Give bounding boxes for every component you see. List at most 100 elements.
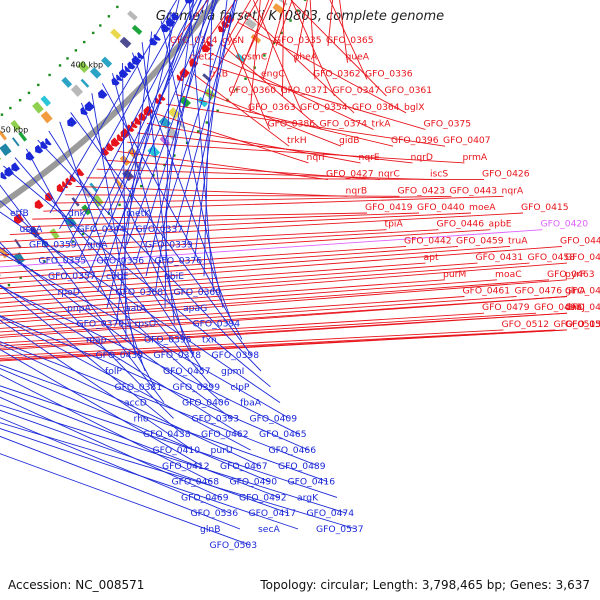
forward-gene-leader-line [228,32,270,130]
forward-gene-label: moeA [469,202,496,213]
reverse-gene-label: argK [297,492,319,503]
reverse-gene-label: GFO_0438 [143,429,191,440]
reverse-gene-label: GFO_0503 [210,540,258,551]
reverse-gene-label: GFO_0370 [77,319,125,330]
tick-mark [81,232,85,236]
forward-gene-label: gidB [339,135,360,146]
annotation-block [0,274,2,277]
tick-mark [0,113,4,116]
annotation-block [250,33,262,44]
forward-gene-leader-line [0,212,524,243]
forward-gene-leader-line [230,0,270,97]
forward-gene-leader-line [0,312,485,344]
forward-gene-arrow [56,183,65,193]
annotation-block [110,28,122,40]
forward-gene-leader-line [327,0,334,47]
reverse-gene-arrow [127,61,136,70]
reverse-gene-label: txn [202,334,217,345]
tick-mark [99,24,102,27]
reverse-gene-label: apaG [183,303,207,314]
forward-gene-label: GFO_0336 [365,68,413,79]
forward-gene-label: truA [508,235,528,246]
forward-gene-leader-line [0,262,530,304]
forward-gene-label: GFO_0498 [534,302,582,313]
reverse-gene-leader-line [0,374,212,483]
forward-gene-leader-line [0,245,459,279]
forward-gene-label: iscS [430,169,448,180]
forward-gene-leader-line [245,10,355,114]
forward-gene-leader-line [0,312,537,347]
reverse-gene-leader-line [188,0,214,293]
forward-gene-leader-line [0,245,511,284]
tick-mark [9,106,12,110]
reverse-gene-leader-line [59,121,146,372]
forward-gene-label: GFO_0476 [515,286,563,297]
forward-gene-leader-line [295,0,308,63]
forward-gene-label: GFO_0371 [281,85,329,96]
reverse-gene-leader-line [155,0,195,293]
reverse-gene-label: GFO_0369 [174,287,222,298]
reverse-gene-leader-line [203,0,213,277]
forward-gene-leader-line [282,0,285,97]
forward-gene-label: GFO_0479 [482,302,530,313]
annotation-block [127,10,138,21]
forward-gene-leader-line [86,177,485,181]
tick-mark [107,15,111,18]
reverse-gene-leader-line [68,0,198,245]
reverse-gene-leader-line [78,0,202,261]
forward-gene-leader-line [0,296,568,336]
reverse-gene-label: clpP [231,382,250,393]
forward-gene-leader-line [0,245,563,289]
tick-mark [92,31,95,35]
annotation-block [14,238,22,249]
reverse-gene-leader-line [0,285,300,435]
forward-gene-label: nqrF [307,152,328,163]
forward-gene-leader-line [243,0,274,63]
tick-mark [263,54,266,57]
reverse-gene-label: rpsO [135,319,157,330]
forward-gene-label: GFO_0444 [565,252,600,263]
annotation-block [0,130,7,141]
reverse-gene-arrow [45,138,52,146]
tick-mark [83,40,86,44]
forward-gene-leader-line [262,0,287,80]
forward-gene-label: trkB [209,68,228,79]
forward-gene-label: GFO_0443 [450,185,498,196]
reverse-gene-label: dnk [68,208,86,219]
tick-mark [216,109,219,112]
forward-gene-label: metZ [190,52,215,63]
annotation-block [235,53,246,64]
forward-gene-leader-line [223,0,252,47]
tick-mark [303,0,307,1]
reverse-gene-leader-line [101,83,243,340]
annotation-block [91,194,104,208]
reverse-gene-label: GFO_0412 [162,461,210,472]
annotation-block [77,60,90,73]
reverse-gene-label: pnpA [67,303,91,314]
forward-gene-leader-line [0,329,556,359]
reverse-gene-leader-line [160,20,224,308]
forward-gene-leader-line [0,279,568,324]
forward-gene-leader-line [156,113,309,164]
reverse-gene-arrow [40,140,49,150]
annotation-block [89,67,102,79]
tick-mark [43,260,46,263]
reverse-gene-label: gldA [87,240,108,251]
forward-gene-label: GFO_0304 [170,35,218,46]
reverse-gene-leader-line [87,0,202,277]
reverse-gene-label: folP [105,366,122,377]
reverse-gene-label: rpoD [58,287,80,298]
forward-gene-label: GFO_0459 [456,235,504,246]
reverse-gene-label: purU [211,445,233,456]
reverse-gene-label: GFO_0378 [154,350,202,361]
forward-gene-leader-line [175,93,394,147]
reverse-gene-leader-line [48,130,204,372]
forward-gene-label: osmC [242,52,268,63]
forward-gene-arrow [138,112,148,121]
reverse-gene-label: GFO_0468 [172,477,220,488]
tick-mark [244,77,247,80]
kbp-scale-label: 450 kbp [0,125,28,134]
forward-gene-leader-line [0,279,498,317]
forward-gene-leader-line [329,0,368,80]
reverse-gene-label: GFO_0337 [136,224,184,235]
